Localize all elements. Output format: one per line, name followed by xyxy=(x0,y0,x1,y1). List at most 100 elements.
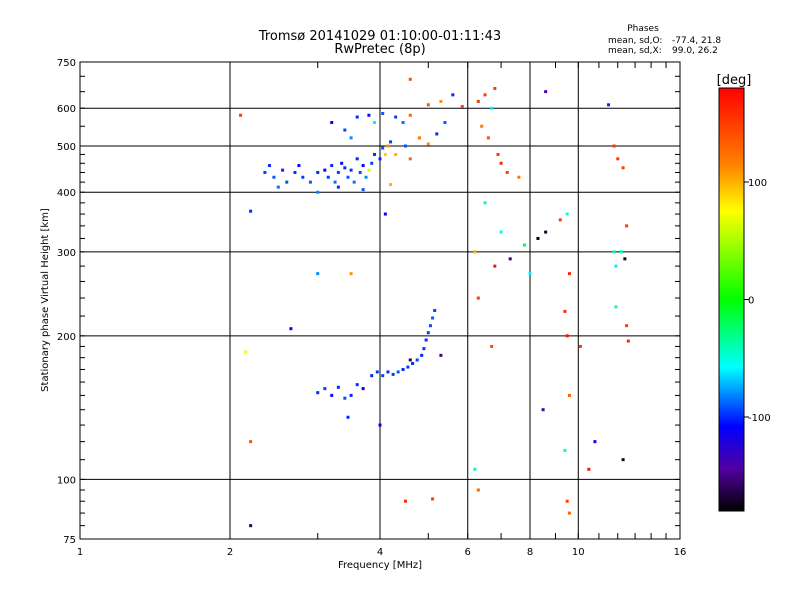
data-point xyxy=(473,467,477,471)
data-point xyxy=(408,77,412,81)
data-point xyxy=(490,344,494,348)
data-point xyxy=(281,168,285,172)
data-point xyxy=(333,180,337,184)
stats-heading: Phases xyxy=(627,24,659,34)
data-point xyxy=(336,170,340,174)
x-tick-label: 8 xyxy=(527,547,533,558)
data-point xyxy=(239,113,243,117)
colorbar-tick-label: 100 xyxy=(748,178,767,189)
data-point xyxy=(612,144,616,148)
data-point xyxy=(272,175,276,179)
data-point xyxy=(394,152,398,156)
data-point xyxy=(326,175,330,179)
data-point xyxy=(587,467,591,471)
data-point xyxy=(490,106,494,110)
data-point xyxy=(544,230,548,234)
data-point xyxy=(349,168,353,172)
stats-x-values: 99.0, 26.2 xyxy=(672,46,718,56)
data-point xyxy=(285,180,289,184)
data-point xyxy=(316,272,320,276)
data-point xyxy=(625,224,629,228)
data-point xyxy=(565,334,569,338)
data-point xyxy=(476,488,480,492)
data-point xyxy=(381,146,385,150)
data-point xyxy=(373,152,377,156)
chart-title: Tromsø 20141029 01:10:00-01:11:43 xyxy=(258,29,501,44)
data-point xyxy=(433,308,437,312)
data-point xyxy=(616,157,620,161)
data-point xyxy=(499,230,503,234)
data-point xyxy=(381,111,385,115)
y-axis-label: Stationary phase Virtual Height [km] xyxy=(40,208,51,392)
x-axis-label: Frequency [MHz] xyxy=(338,560,422,571)
data-point xyxy=(528,272,532,276)
data-point xyxy=(297,164,301,168)
data-point xyxy=(323,168,327,172)
stats-o-label: mean, sd,O: xyxy=(608,36,662,46)
data-point xyxy=(565,212,569,216)
data-point xyxy=(355,157,359,161)
data-point xyxy=(439,353,443,357)
data-point xyxy=(346,175,350,179)
data-point xyxy=(625,324,629,328)
y-ticks: 75 100 200 300 400 500 600 750 xyxy=(57,58,680,546)
y-tick-label: 750 xyxy=(57,58,76,69)
data-point xyxy=(391,372,395,376)
data-point xyxy=(476,99,480,103)
data-point xyxy=(343,128,347,132)
data-point xyxy=(367,168,371,172)
y-tick-label: 100 xyxy=(57,475,76,486)
data-point xyxy=(536,236,540,240)
data-point xyxy=(417,136,421,140)
x-tick-label: 1 xyxy=(77,547,83,558)
colorbar-tick-label: 0 xyxy=(748,296,754,307)
data-point xyxy=(473,250,477,254)
data-point xyxy=(316,190,320,194)
data-point xyxy=(370,374,374,378)
x-ticks: 1 2 4 6 8 10 16 xyxy=(77,62,686,558)
data-point xyxy=(346,415,350,419)
data-point xyxy=(426,331,430,335)
data-point xyxy=(422,347,426,351)
y-tick-label: 400 xyxy=(57,188,76,199)
data-point xyxy=(544,90,548,94)
data-point xyxy=(355,383,359,387)
data-point xyxy=(316,170,320,174)
data-point xyxy=(607,103,611,107)
data-point xyxy=(364,175,368,179)
data-point xyxy=(343,396,347,400)
data-point xyxy=(483,93,487,97)
data-point xyxy=(394,115,398,119)
data-point xyxy=(349,393,353,397)
data-point xyxy=(355,115,359,119)
data-point xyxy=(378,423,382,427)
data-point xyxy=(563,309,567,313)
data-point xyxy=(612,250,616,254)
data-point xyxy=(323,387,327,391)
colorbar-ticks: 100 0 -100 xyxy=(744,178,771,424)
data-point xyxy=(517,175,521,179)
data-point xyxy=(293,170,297,174)
data-point xyxy=(420,353,424,357)
data-point xyxy=(375,370,379,374)
data-point xyxy=(316,391,320,395)
data-point xyxy=(267,164,271,168)
data-point xyxy=(460,105,464,109)
data-point xyxy=(431,497,435,501)
data-point xyxy=(451,93,455,97)
y-tick-label: 500 xyxy=(57,142,76,153)
data-point xyxy=(435,132,439,136)
data-point xyxy=(308,180,312,184)
data-point xyxy=(330,164,334,168)
data-point xyxy=(389,140,393,144)
data-point xyxy=(483,201,487,205)
data-point xyxy=(349,136,353,140)
data-point xyxy=(499,161,503,165)
data-point xyxy=(361,188,365,192)
data-point xyxy=(249,524,253,528)
data-point xyxy=(411,361,415,365)
colorbar-gradient xyxy=(718,87,745,512)
data-point xyxy=(428,324,432,328)
data-point xyxy=(386,144,390,148)
